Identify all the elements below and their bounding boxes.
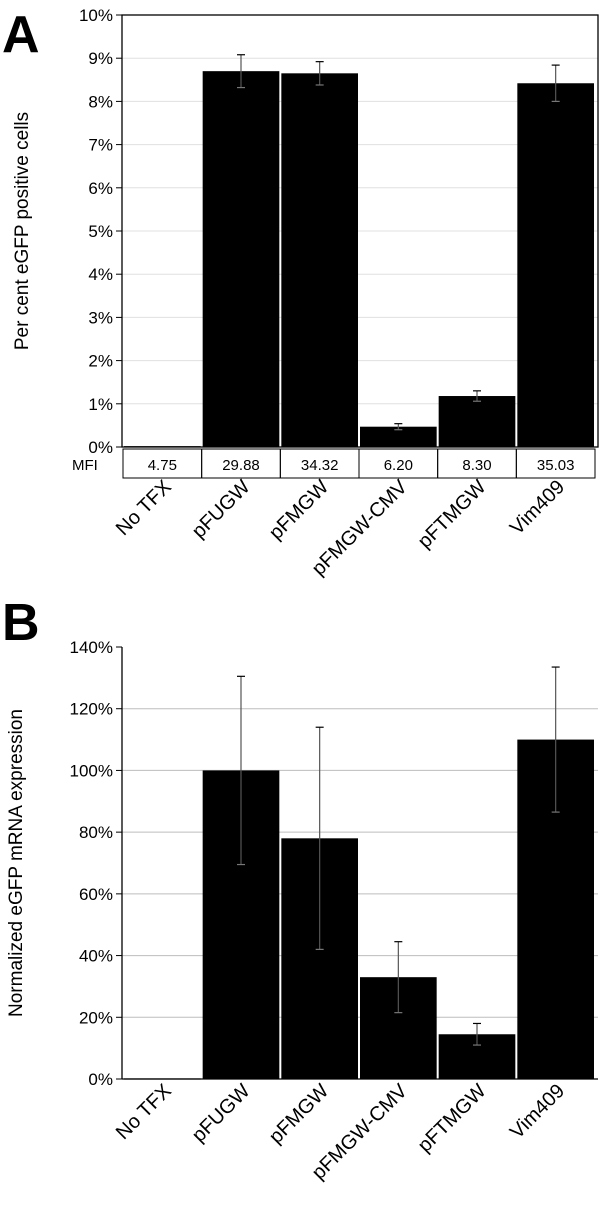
y-tick-label: 0% bbox=[88, 1070, 113, 1089]
x-category-label: pFTMGW bbox=[414, 476, 491, 553]
y-tick-label: 4% bbox=[88, 265, 113, 284]
x-category-label: pFMGW bbox=[265, 476, 333, 544]
panel-b: B0%20%40%60%80%100%120%140%No TFX pFUGW pF… bbox=[2, 594, 598, 1184]
y-tick-label: 100% bbox=[70, 761, 113, 780]
mfi-value: 34.32 bbox=[301, 457, 339, 474]
panel-a: A 0% 1% 2% 3% 4% 5% 6% 7% 8% 9% 10% MFI 4.75 29.88 34.3… bbox=[2, 6, 599, 580]
x-category-label: No TFX bbox=[112, 1080, 176, 1144]
panel-letter-a: A bbox=[2, 6, 40, 64]
y-tick-label: 140% bbox=[70, 638, 113, 657]
mfi-row-label: MFI bbox=[72, 457, 98, 474]
x-category-label: pFUGW bbox=[188, 476, 255, 543]
mfi-value: 8.30 bbox=[462, 457, 491, 474]
bar-pfmgw-cmv bbox=[360, 426, 437, 447]
y-tick-label: 120% bbox=[70, 700, 113, 719]
mfi-value: 4.75 bbox=[148, 457, 177, 474]
y-tick-label: 40% bbox=[79, 947, 113, 966]
x-category-label: pFMGW bbox=[265, 1080, 333, 1148]
mfi-value: 6.20 bbox=[384, 457, 413, 474]
x-category-label: Vim409 bbox=[506, 476, 569, 539]
y-tick-label: 8% bbox=[88, 92, 113, 111]
y-tick-label: 60% bbox=[79, 885, 113, 904]
plot-frame bbox=[121, 14, 599, 448]
bar-pfmgw bbox=[281, 73, 358, 447]
y-tick-label: 2% bbox=[88, 352, 113, 371]
y-tick-label: 1% bbox=[88, 395, 113, 414]
y-tick-label: 7% bbox=[88, 136, 113, 155]
y-tick-label: 3% bbox=[88, 308, 113, 327]
y-tick-label: 20% bbox=[79, 1008, 113, 1027]
x-category-label: pFUGW bbox=[188, 1080, 255, 1147]
bar-pfugw bbox=[202, 71, 280, 447]
y-axis-label: Per cent eGFP positive cells bbox=[12, 112, 33, 350]
y-tick-label: 5% bbox=[88, 222, 113, 241]
y-tick-label: 6% bbox=[88, 179, 113, 198]
y-tick-label: 10% bbox=[79, 6, 113, 25]
y-tick-label: 0% bbox=[88, 438, 113, 457]
x-category-label: pFTMGW bbox=[414, 1080, 491, 1157]
y-tick-label: 80% bbox=[79, 823, 113, 842]
mfi-value: 35.03 bbox=[537, 457, 575, 474]
y-tick-label: 9% bbox=[88, 49, 113, 68]
mfi-cell bbox=[515, 448, 596, 479]
y-axis-label: Normalized eGFP mRNA expression bbox=[6, 709, 27, 1017]
bar-vim409 bbox=[517, 83, 594, 448]
mfi-value: 29.88 bbox=[222, 457, 260, 474]
panel-letter-b: B bbox=[2, 594, 40, 652]
bar-pftmgw bbox=[438, 396, 516, 447]
x-category-label: Vim409 bbox=[506, 1080, 569, 1143]
x-category-label: No TFX bbox=[112, 476, 176, 540]
